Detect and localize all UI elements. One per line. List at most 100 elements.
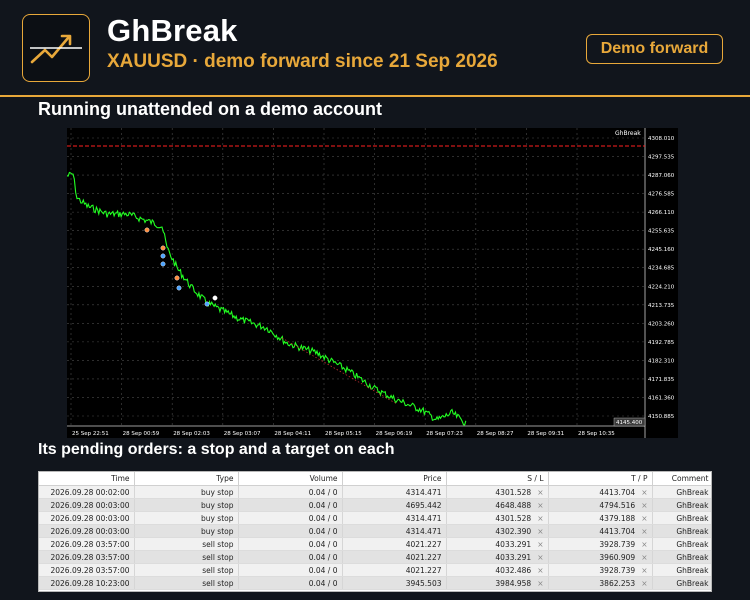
chart-symbol-label: GhBreak	[615, 130, 641, 137]
time-tick-label: 28 Sep 00:59	[123, 431, 160, 437]
trade-marker[interactable]	[144, 227, 150, 233]
order-sl-cell[interactable]: 4032.486 ×	[446, 563, 549, 577]
trade-marker[interactable]	[212, 295, 218, 301]
column-header-volume[interactable]: Volume	[238, 472, 343, 486]
order-tp: 3928.739	[599, 539, 636, 549]
time-tick-label: 28 Sep 09:31	[527, 431, 564, 437]
column-header-price[interactable]: Price	[342, 472, 447, 486]
price-chart[interactable]: 4308.010 4297.535 4287.060 4276.585 4266.110…	[67, 128, 678, 438]
remove-sl-icon[interactable]: ×	[537, 539, 544, 549]
order-volume: 0.04 / 0	[238, 576, 343, 590]
time-tick-label: 28 Sep 07:23	[426, 431, 463, 437]
order-tp-cell[interactable]: 4794.516 ×	[548, 498, 653, 512]
time-tick-label: 25 Sep 22:51	[72, 431, 109, 437]
order-row[interactable]: 2026.09.28 00:03:00 buy stop 0.04 / 0 46…	[39, 498, 711, 512]
trade-marker[interactable]	[204, 301, 210, 307]
current-price-marker	[613, 417, 646, 427]
order-time: 2026.09.28 00:03:00	[39, 524, 135, 538]
column-header-comment[interactable]: Comment	[652, 472, 711, 486]
order-tp-cell[interactable]: 4379.188 ×	[548, 511, 653, 525]
header-divider	[0, 95, 750, 97]
header: GhBreak XAUUSD · demo forward since 21 S…	[0, 0, 750, 96]
remove-sl-icon[interactable]: ×	[537, 500, 544, 510]
order-time: 2026.09.28 10:23:00	[39, 576, 135, 590]
order-sl-cell[interactable]: 4301.528 ×	[446, 485, 549, 499]
trade-marker[interactable]	[160, 253, 166, 259]
remove-tp-icon[interactable]: ×	[641, 565, 648, 575]
order-sl-cell[interactable]: 4648.488 ×	[446, 498, 549, 512]
price-tick-label: 4224.210	[648, 284, 675, 290]
order-tp-cell[interactable]: 4413.704 ×	[548, 524, 653, 538]
trade-marker[interactable]	[160, 261, 166, 267]
order-tp-cell[interactable]: 3862.253 ×	[548, 576, 653, 590]
remove-tp-icon[interactable]: ×	[641, 539, 648, 549]
time-tick-label: 28 Sep 10:35	[578, 431, 615, 437]
price-tick-label: 4234.685	[648, 266, 675, 272]
orders-header-row: Time Type Volume Price S / L T / P Comme…	[39, 472, 711, 486]
order-sl: 4032.486	[495, 565, 532, 575]
order-row[interactable]: 2026.09.28 00:03:00 buy stop 0.04 / 0 43…	[39, 524, 711, 538]
column-header-type[interactable]: Type	[134, 472, 239, 486]
order-volume: 0.04 / 0	[238, 550, 343, 564]
remove-tp-icon[interactable]: ×	[641, 578, 648, 588]
trade-marker[interactable]	[176, 285, 182, 291]
trade-marker[interactable]	[160, 245, 166, 251]
remove-tp-icon[interactable]: ×	[641, 513, 648, 523]
order-comment: GhBreak	[652, 576, 711, 590]
order-time: 2026.09.28 00:03:00	[39, 511, 135, 525]
order-row[interactable]: 2026.09.28 00:02:00 buy stop 0.04 / 0 43…	[39, 485, 711, 499]
order-time: 2026.09.28 03:57:00	[39, 537, 135, 551]
remove-tp-icon[interactable]: ×	[641, 526, 648, 536]
order-comment: GhBreak	[652, 511, 711, 525]
remove-sl-icon[interactable]: ×	[537, 578, 544, 588]
order-row[interactable]: 2026.09.28 03:57:00 sell stop 0.04 / 0 4…	[39, 550, 711, 564]
price-chart-canvas[interactable]: 4308.010 4297.535 4287.060 4276.585 4266.110…	[67, 128, 678, 438]
order-tp-cell[interactable]: 3928.739 ×	[548, 537, 653, 551]
order-volume: 0.04 / 0	[238, 563, 343, 577]
price-tick-label: 4171.835	[648, 377, 675, 383]
order-tp-cell[interactable]: 3928.739 ×	[548, 563, 653, 577]
remove-tp-icon[interactable]: ×	[641, 500, 648, 510]
price-tick-label: 4245.160	[648, 247, 675, 253]
remove-tp-icon[interactable]: ×	[641, 552, 648, 562]
price-tick-label: 4308.010	[648, 136, 675, 142]
order-row[interactable]: 2026.09.28 03:57:00 sell stop 0.04 / 0 4…	[39, 537, 711, 551]
order-sl: 3984.958	[495, 578, 532, 588]
order-tp-cell[interactable]: 4413.704 ×	[548, 485, 653, 499]
remove-sl-icon[interactable]: ×	[537, 487, 544, 497]
order-sl: 4648.488	[495, 500, 532, 510]
order-sl-cell[interactable]: 4301.528 ×	[446, 511, 549, 525]
order-row[interactable]: 2026.09.28 10:23:00 sell stop 0.04 / 0 3…	[39, 576, 711, 590]
order-sl-cell[interactable]: 4033.291 ×	[446, 537, 549, 551]
order-comment: GhBreak	[652, 563, 711, 577]
order-price: 4314.471	[342, 511, 447, 525]
column-header-tp[interactable]: T / P	[548, 472, 653, 486]
order-tp: 3862.253	[599, 578, 636, 588]
order-sl-cell[interactable]: 3984.958 ×	[446, 576, 549, 590]
order-row[interactable]: 2026.09.28 03:57:00 sell stop 0.04 / 0 4…	[39, 563, 711, 577]
time-tick-label: 28 Sep 02:03	[173, 431, 210, 437]
remove-sl-icon[interactable]: ×	[537, 552, 544, 562]
price-tick-label: 4182.310	[648, 358, 675, 364]
order-type: buy stop	[134, 524, 239, 538]
order-tp: 4413.704	[599, 487, 636, 497]
trade-marker[interactable]	[174, 275, 180, 281]
chart-trend-logo-icon	[22, 14, 90, 82]
order-comment: GhBreak	[652, 498, 711, 512]
order-tp-cell[interactable]: 3960.909 ×	[548, 550, 653, 564]
order-type: sell stop	[134, 576, 239, 590]
remove-sl-icon[interactable]: ×	[537, 526, 544, 536]
remove-sl-icon[interactable]: ×	[537, 513, 544, 523]
order-sl-cell[interactable]: 4302.390 ×	[446, 524, 549, 538]
order-sl-cell[interactable]: 4033.291 ×	[446, 550, 549, 564]
remove-sl-icon[interactable]: ×	[537, 565, 544, 575]
remove-tp-icon[interactable]: ×	[641, 487, 648, 497]
order-row[interactable]: 2026.09.28 00:03:00 buy stop 0.04 / 0 43…	[39, 511, 711, 525]
order-volume: 0.04 / 0	[238, 524, 343, 538]
column-header-time[interactable]: Time	[39, 472, 135, 486]
price-tick-label: 4161.360	[648, 395, 675, 401]
pending-orders-table[interactable]: Time Type Volume Price S / L T / P Comme…	[38, 471, 712, 592]
order-price: 4021.227	[342, 563, 447, 577]
order-sl: 4302.390	[495, 526, 532, 536]
column-header-sl[interactable]: S / L	[446, 472, 549, 486]
